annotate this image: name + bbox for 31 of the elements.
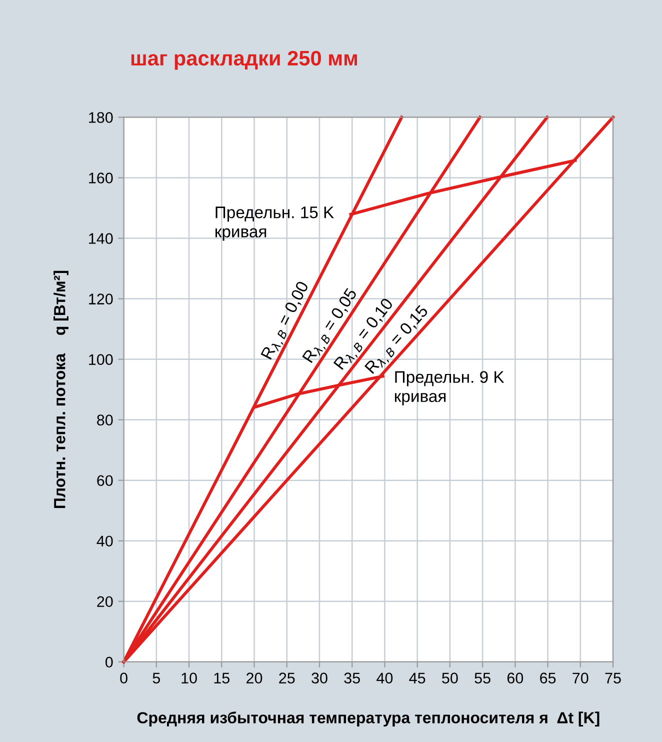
y-tick-label: 20 — [97, 596, 113, 608]
y-tick-label: 160 — [89, 172, 113, 184]
x-tick-label: 75 — [605, 672, 621, 684]
x-tick-label: 55 — [474, 672, 490, 684]
y-tick-label: 80 — [97, 414, 113, 426]
x-tick-label: 25 — [279, 672, 295, 684]
x-tick-label: 60 — [507, 672, 524, 684]
y-tick-label: 120 — [89, 294, 113, 304]
y-axis-title: Плотн. тепл. потока q [Вт/м²] — [54, 270, 68, 508]
y-tick-label: 60 — [97, 475, 113, 486]
y-tick-label: 100 — [89, 354, 113, 365]
y-tick-label: 40 — [96, 536, 113, 547]
x-tick-label: 65 — [540, 672, 556, 684]
y-tick-label: 0 — [105, 656, 113, 668]
x-tick-label: 50 — [442, 672, 458, 684]
y-tick-label: 180 — [89, 112, 113, 123]
x-tick-label: 40 — [376, 672, 393, 684]
x-tick-label: 5 — [152, 672, 160, 684]
x-tick-label: 70 — [572, 672, 588, 684]
annotation: Предельн. 9 K кривая — [394, 371, 504, 406]
x-tick-label: 35 — [344, 672, 360, 684]
x-tick-label: 30 — [312, 672, 328, 684]
x-tick-label: 20 — [246, 672, 262, 684]
y-tick-label: 140 — [89, 233, 113, 244]
x-axis-title: Средняя избыточная температура теплоносителя я Δt [K] — [137, 712, 600, 727]
annotation: Предельн. 15 K кривая — [216, 206, 334, 241]
x-tick-label: 10 — [182, 672, 197, 684]
x-tick-label: 15 — [214, 672, 230, 684]
chart-title: шаг раскладки 250 мм — [131, 50, 357, 70]
x-tick-label: 45 — [409, 672, 426, 684]
x-tick-label: 0 — [120, 672, 128, 684]
